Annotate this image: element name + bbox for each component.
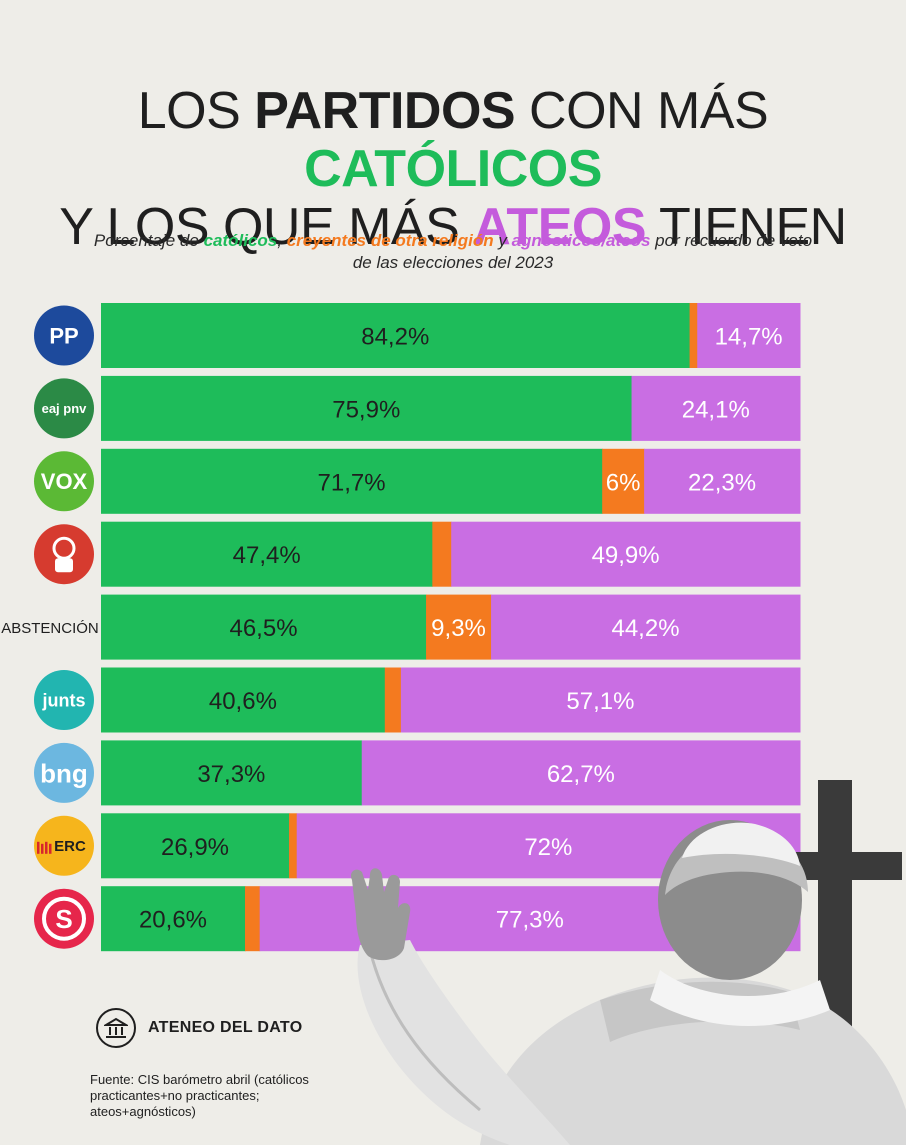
- bar-segment-ateos-psoe: [451, 521, 801, 587]
- bar-segment-otra-religion-junts: [384, 667, 402, 733]
- party-label-abstencion: ABSTENCIÓN: [1, 620, 99, 637]
- party-logo-vox-icon: [34, 451, 94, 512]
- bar-segment-catolicos-sumar: [101, 886, 246, 952]
- erc-stripes-icon: [49, 843, 52, 854]
- party-logo-text: junts: [42, 690, 86, 710]
- party-logo-psoe-icon: [34, 524, 94, 585]
- party-logo-text: PP: [49, 323, 78, 348]
- fist-icon: [55, 558, 73, 573]
- party-logo-text: eaj pnv: [42, 401, 88, 416]
- bar-segment-ateos-pp: [697, 303, 801, 368]
- data-label: 20,6%: [139, 907, 207, 934]
- data-label: 46,5%: [229, 615, 297, 642]
- brand-logo: ATENEO DEL DATO: [96, 1008, 302, 1048]
- bar-segment-ateos-junts: [400, 667, 801, 733]
- data-label: 84,2%: [361, 324, 429, 351]
- data-label: 40,6%: [209, 688, 277, 715]
- party-logo-eaj-pnv-icon: [34, 378, 94, 439]
- bar-segment-catolicos-erc: [101, 813, 290, 879]
- party-logo-text: ERC: [54, 838, 86, 855]
- data-label: 37,3%: [197, 761, 265, 788]
- bar-segment-otra-religion-vox: [602, 448, 645, 514]
- bar-segment-otra-religion-sumar: [244, 886, 261, 952]
- data-label: 9,3%: [431, 615, 486, 642]
- bank-building-icon: [96, 1008, 136, 1048]
- bar-segment-catolicos-junts: [101, 667, 386, 733]
- bar-segment-ateos-bng: [361, 740, 801, 806]
- pope-illustration: [350, 780, 906, 1145]
- party-logo-text: bng: [40, 758, 88, 788]
- data-label: 49,9%: [592, 542, 660, 569]
- bar-segment-otra-religion-abstención: [426, 594, 492, 660]
- data-label: 14,7%: [715, 324, 783, 351]
- data-label: 47,4%: [233, 542, 301, 569]
- bar-segment-catolicos-bng: [101, 740, 363, 806]
- bar-segment-catolicos-pp: [101, 303, 691, 368]
- bar-segment-otra-religion-psoe: [432, 521, 452, 587]
- bar-segment-catolicos-vox: [101, 448, 603, 514]
- source-note: Fuente: CIS barómetro abril (católicos p…: [90, 1072, 309, 1119]
- erc-stripes-icon: [45, 841, 48, 854]
- party-logo-erc-icon: [34, 815, 94, 876]
- title-line-2: Y LOS QUE MÁS ATEOS TIENEN: [59, 198, 847, 256]
- sumar-ring-icon: [42, 896, 86, 941]
- data-label: 24,1%: [682, 396, 750, 423]
- title-line-1: LOS PARTIDOS CON MÁS CATÓLICOS: [137, 82, 769, 198]
- erc-stripes-icon: [37, 841, 40, 854]
- data-label: 75,9%: [332, 396, 400, 423]
- data-label: 62,7%: [547, 761, 615, 788]
- bar-segment-ateos-vox: [644, 448, 801, 514]
- party-logo-text: VOX: [41, 469, 88, 494]
- data-label: 72%: [524, 834, 572, 861]
- data-label: 77,3%: [496, 907, 564, 934]
- bar-segment-ateos-eaj-pnv: [631, 375, 801, 441]
- bar-segment-catolicos-abstención: [101, 594, 427, 660]
- data-label: 57,1%: [566, 688, 634, 715]
- page-title: LOS PARTIDOS CON MÁS CATÓLICOS Y LOS QUE…: [0, 82, 906, 256]
- bar-segment-otra-religion-erc: [289, 813, 298, 879]
- party-logo-junts-icon: [34, 670, 94, 730]
- party-logo-pp-icon: [34, 305, 94, 366]
- bar-segment-catolicos-psoe: [101, 521, 433, 587]
- bar-segment-catolicos-eaj-pnv: [101, 375, 633, 441]
- chart-subtitle: Porcentaje de católicos, creyentes de ot…: [93, 231, 813, 272]
- data-label: 44,2%: [611, 615, 679, 642]
- party-logo-text: S: [55, 904, 72, 934]
- brand-name: ATENEO DEL DATO: [148, 1019, 303, 1036]
- data-label: 26,9%: [161, 834, 229, 861]
- party-logo-bng-icon: [34, 742, 94, 803]
- erc-stripes-icon: [41, 843, 44, 854]
- data-label: 22,3%: [688, 469, 756, 496]
- bar-segment-otra-religion-pp: [689, 303, 698, 368]
- data-label: 71,7%: [318, 469, 386, 496]
- data-label: 6%: [606, 469, 641, 496]
- bar-segment-ateos-abstención: [491, 594, 801, 660]
